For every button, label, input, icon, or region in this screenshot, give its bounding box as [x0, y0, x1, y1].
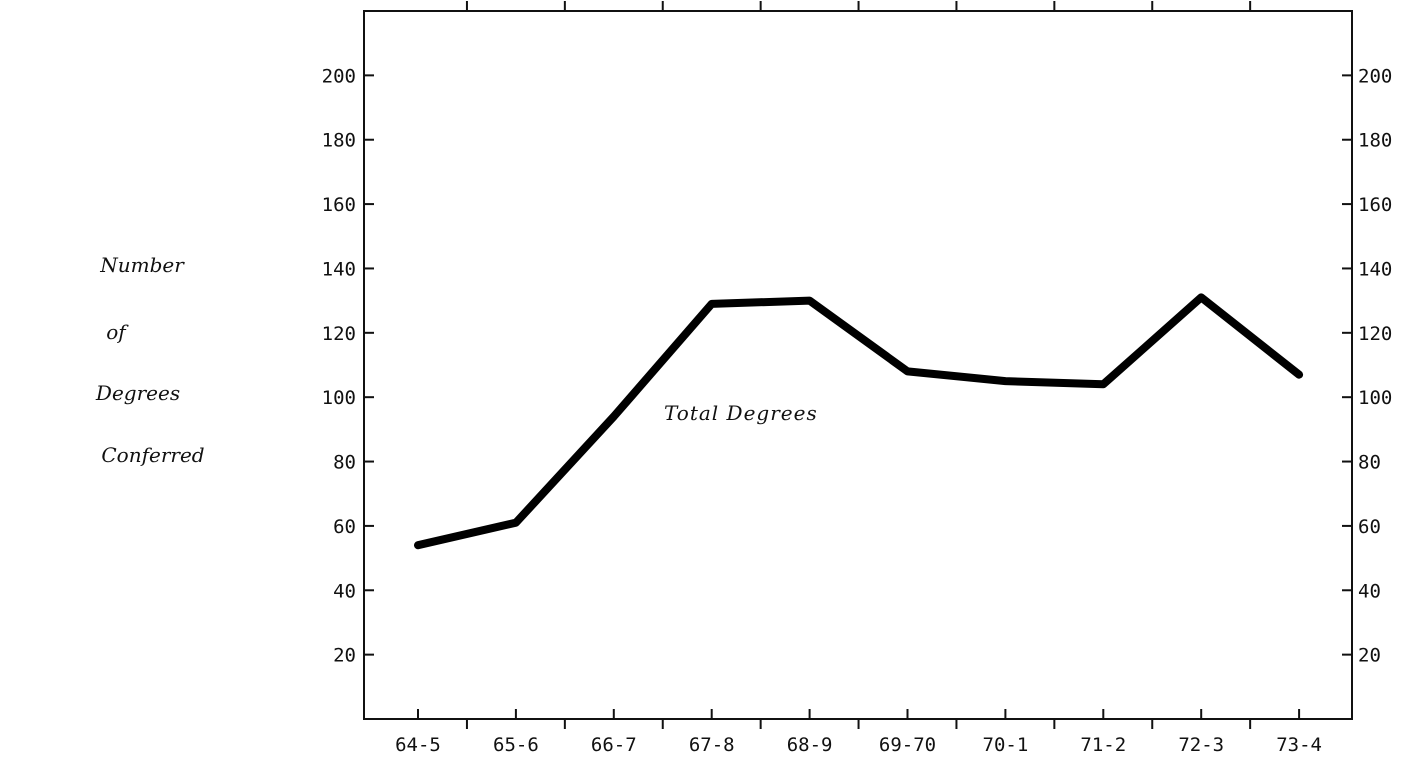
- y-axis-label-line-3: Degrees: [95, 381, 180, 405]
- x-tick-label: 68-9: [787, 734, 833, 756]
- data-point: [1198, 294, 1205, 301]
- right-y-tick-label: 20: [1358, 645, 1381, 667]
- x-tick-label: 72-3: [1178, 734, 1224, 756]
- y-axis-label: Number of Degrees Conferred: [95, 253, 205, 467]
- y-axis-label-line-1: Number: [99, 253, 185, 277]
- right-y-tick-label: 160: [1358, 194, 1392, 216]
- left-y-tick-label: 200: [322, 65, 356, 87]
- left-y-tick-label: 140: [322, 258, 356, 280]
- right-y-tick-label: 120: [1358, 323, 1392, 345]
- left-y-tick-label: 100: [322, 387, 356, 409]
- left-y-tick-label: 180: [322, 130, 356, 152]
- data-point: [1002, 378, 1009, 385]
- right-y-tick-label: 40: [1358, 580, 1381, 602]
- x-tick-label: 69-70: [879, 734, 936, 756]
- x-tick-label: 71-2: [1080, 734, 1126, 756]
- right-y-tick-label: 60: [1358, 516, 1381, 538]
- left-y-tick-label: 40: [333, 580, 356, 602]
- data-point: [904, 368, 911, 375]
- y-axis-label-line-4: Conferred: [101, 443, 204, 467]
- x-tick-label: 73-4: [1276, 734, 1322, 756]
- data-point: [708, 300, 715, 307]
- data-point: [512, 519, 519, 526]
- right-y-tick-label: 100: [1358, 387, 1392, 409]
- data-point: [1100, 381, 1107, 388]
- plot-frame: [363, 1, 1353, 720]
- data-point: [1296, 371, 1303, 378]
- left-y-axis: 20 40 60 80 100 120 140 160 180 200: [322, 65, 374, 667]
- left-y-tick-label: 160: [322, 194, 356, 216]
- left-y-tick-label: 80: [333, 452, 356, 474]
- series-layer: [414, 293, 1304, 550]
- x-tick-label: 67-8: [689, 734, 735, 756]
- right-y-axis: 20 40 60 80 100 120 140 160 180 200: [1342, 65, 1392, 667]
- left-y-tick-label: 60: [333, 516, 356, 538]
- x-tick-label: 64-5: [395, 734, 441, 756]
- right-y-tick-label: 140: [1358, 258, 1392, 280]
- left-y-tick-label: 120: [322, 323, 356, 345]
- data-point: [806, 297, 813, 304]
- data-point: [610, 413, 617, 420]
- left-y-tick-label: 20: [333, 645, 356, 667]
- plot-border: [363, 10, 1353, 720]
- x-tick-label: 70-1: [983, 734, 1029, 756]
- series-line-total-degrees: [414, 293, 1304, 550]
- data-point: [415, 542, 421, 549]
- right-y-tick-label: 180: [1358, 130, 1392, 152]
- series-annotation: Total Degrees: [664, 401, 818, 425]
- x-tick-label: 66-7: [591, 734, 637, 756]
- x-axis: 64-5 65-6 66-7 67-8 68-9 69-70 70-1 71-2 72-3 73-…: [395, 709, 1322, 756]
- x-tick-label: 65-6: [493, 734, 539, 756]
- right-y-tick-label: 80: [1358, 452, 1381, 474]
- y-axis-label-line-2: of: [106, 320, 129, 344]
- right-y-tick-label: 200: [1358, 65, 1392, 87]
